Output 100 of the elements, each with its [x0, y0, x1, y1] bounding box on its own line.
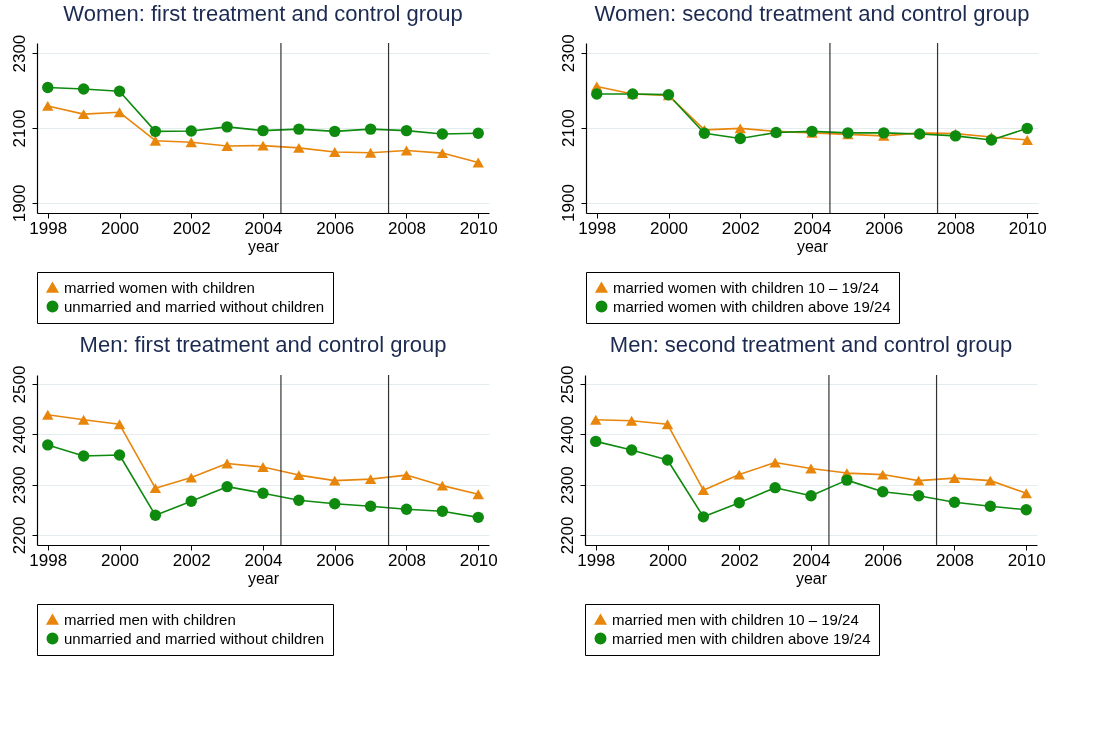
point — [329, 147, 341, 157]
x-tick-label: 2004 — [244, 550, 283, 570]
point — [293, 494, 305, 506]
x-tick-label: 2006 — [865, 218, 904, 238]
legend-label: married men with children above 19/24 — [612, 629, 871, 647]
legend-label: married women with children 10 – 19/24 — [613, 278, 879, 296]
point — [364, 147, 377, 158]
point — [257, 487, 269, 499]
y-tick-label: 2300 — [9, 466, 29, 505]
x-tick-label: 2008 — [937, 218, 975, 238]
point — [1020, 504, 1032, 516]
point — [257, 140, 269, 151]
point — [185, 125, 197, 137]
point — [805, 490, 817, 502]
point — [1021, 135, 1033, 145]
point — [293, 470, 305, 481]
chart-title: Men: second treatment and control group — [609, 332, 1013, 358]
legend-label: married women with children — [64, 278, 255, 296]
y-tick-label: 2200 — [557, 516, 577, 555]
x-tick-label: 2006 — [316, 550, 355, 570]
point — [185, 472, 197, 483]
point — [149, 483, 162, 494]
x-tick-label: 2000 — [650, 218, 688, 238]
point — [985, 134, 998, 146]
x-tick-label: 2010 — [1008, 218, 1047, 238]
x-tick-label: 1998 — [29, 218, 68, 238]
point — [948, 473, 961, 484]
legend-label: unmarried and married without children — [64, 629, 325, 647]
point — [661, 454, 674, 466]
point — [877, 469, 889, 480]
point — [221, 480, 233, 493]
x-tick-label: 2000 — [649, 550, 687, 570]
x-tick-label: 2004 — [244, 218, 283, 238]
point — [149, 125, 162, 138]
point — [329, 475, 341, 486]
y-tick-label: 2400 — [9, 415, 29, 454]
point — [912, 490, 925, 502]
point — [257, 124, 269, 137]
x-tick-label: 2008 — [936, 550, 974, 570]
y-tick-label: 1900 — [558, 184, 578, 222]
y-tick-label: 2100 — [9, 109, 29, 148]
legend-label: married men with children 10 – 19/24 — [612, 610, 859, 628]
y-tick-label: 1900 — [9, 184, 29, 223]
chart-title: Men: first treatment and control group — [79, 332, 447, 358]
point — [472, 127, 484, 139]
point — [42, 439, 54, 451]
x-tick-label: 1998 — [578, 218, 617, 238]
point — [472, 511, 484, 524]
point — [734, 123, 746, 134]
point — [805, 463, 817, 474]
point — [698, 127, 711, 139]
point — [841, 474, 853, 486]
point — [400, 145, 413, 156]
point — [877, 486, 889, 498]
x-tick-label: 2000 — [101, 218, 139, 238]
point — [472, 157, 484, 168]
point — [113, 85, 126, 97]
point — [329, 125, 341, 138]
point — [257, 462, 269, 472]
x-tick-label: 2000 — [101, 550, 139, 570]
x-tick-label: 2006 — [316, 218, 355, 238]
point — [364, 500, 377, 512]
point — [221, 141, 233, 151]
point — [149, 509, 162, 522]
point — [625, 415, 638, 426]
point — [472, 489, 484, 500]
point — [697, 485, 710, 496]
x-tick-label: 2002 — [720, 550, 759, 570]
y-tick-label: 2200 — [9, 516, 29, 555]
point — [42, 409, 54, 420]
point — [77, 450, 90, 462]
chart-title: Women: second treatment and control group — [594, 0, 1030, 26]
legend-label: married women with children above 19/24 — [613, 297, 891, 315]
x-tick-label: 2010 — [1007, 550, 1046, 570]
point — [734, 132, 746, 145]
chart-title: Women: first treatment and control group — [63, 1, 463, 27]
y-tick-label: 2300 — [557, 466, 577, 505]
point — [364, 123, 377, 135]
x-tick-label: 2010 — [459, 218, 498, 238]
point — [436, 480, 449, 491]
point — [113, 449, 126, 461]
point — [697, 511, 710, 523]
point — [591, 88, 603, 100]
y-tick-label: 2400 — [557, 415, 577, 454]
point — [364, 474, 377, 485]
point — [77, 109, 90, 120]
point — [436, 148, 449, 159]
x-tick-label: 2004 — [793, 218, 832, 238]
point — [625, 444, 638, 456]
point — [113, 107, 126, 118]
x-tick-label: 1998 — [577, 550, 616, 570]
x-tick-label: 2008 — [388, 218, 426, 238]
x-tick-label: 2006 — [864, 550, 903, 570]
point — [984, 500, 997, 512]
point — [590, 414, 602, 425]
point — [185, 137, 197, 148]
point — [42, 100, 54, 111]
point — [293, 123, 305, 135]
x-axis-title: year — [795, 569, 828, 587]
point — [1021, 122, 1033, 135]
